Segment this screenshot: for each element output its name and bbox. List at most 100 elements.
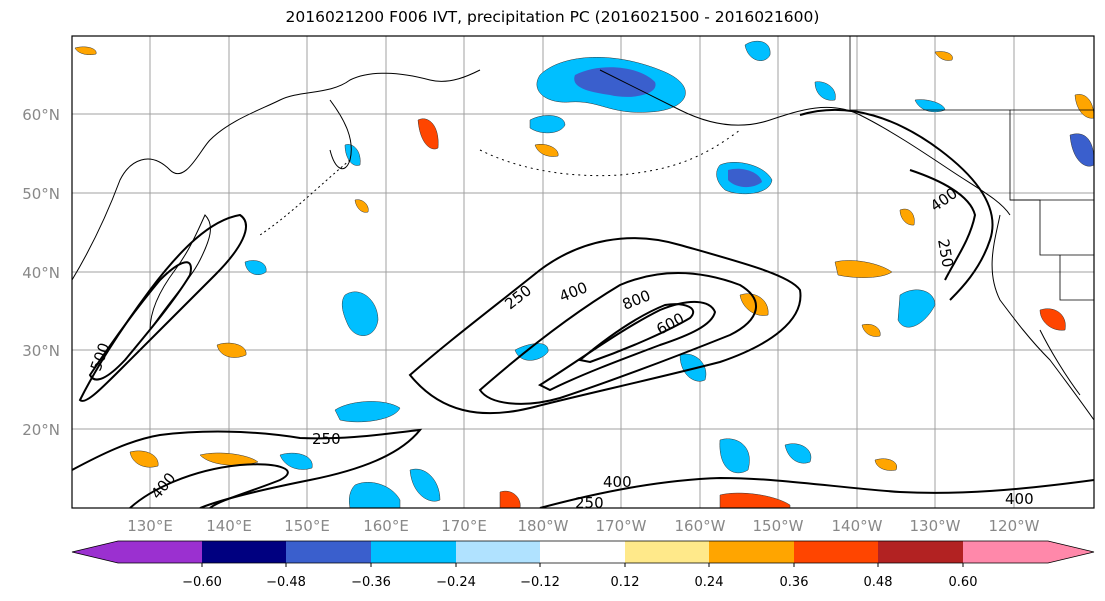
- precip-negative-patch: [279, 452, 313, 470]
- colorbar-segment: [878, 541, 963, 563]
- colorbar-tick-label: 0.36: [780, 575, 809, 590]
- precip-negative-patch: [897, 289, 936, 328]
- asia-coastline: [72, 69, 481, 281]
- colorbar-tick-label: −0.12: [520, 575, 560, 590]
- precip-negative-patch: [719, 438, 750, 474]
- colorbar-tick-label: −0.60: [182, 575, 222, 590]
- ivt-contour-asia-400: [88, 261, 192, 381]
- precip-positive-patch: [216, 342, 247, 358]
- precip-negative-patch: [334, 401, 401, 423]
- lon-label: 130°E: [127, 517, 173, 535]
- precip-positive-patch: [719, 492, 791, 508]
- ivt-contour-250: [408, 237, 802, 415]
- colorbar-extend-high: [1048, 541, 1094, 563]
- precip-positive-patch: [354, 199, 369, 213]
- kamchatka-coastline: [329, 99, 352, 170]
- contour-label: 400: [1005, 490, 1034, 508]
- precip-negative-patch: [728, 168, 762, 188]
- precip-negative-patch: [679, 353, 707, 382]
- precipitation-patches: [74, 40, 1094, 508]
- precip-negative-patch: [348, 482, 401, 508]
- ivt-contour-250-south: [72, 428, 423, 508]
- lon-label: 170°E: [441, 517, 487, 535]
- precip-positive-patch: [874, 458, 898, 471]
- colorbar-segment: [540, 541, 625, 563]
- precip-positive-patch: [834, 260, 893, 278]
- graticule: [72, 36, 1094, 508]
- lon-label: 140°W: [832, 517, 883, 535]
- colorbar-segment: [456, 541, 540, 563]
- coastlines: [72, 69, 1094, 421]
- colorbar-tick-label: 0.12: [611, 575, 640, 590]
- precip-positive-patch: [417, 118, 439, 150]
- precip-positive-patch: [861, 324, 881, 337]
- precip-negative-patch: [409, 468, 441, 502]
- baja-coastline: [1039, 329, 1081, 396]
- contour-label: 250: [312, 430, 341, 448]
- colorbar-segment: [286, 541, 371, 563]
- political-borders: [849, 36, 1094, 301]
- ivt-contour-600: [537, 300, 717, 392]
- colorbar-segment: [202, 541, 286, 563]
- precip-positive-patch: [1039, 308, 1066, 331]
- precip-negative-patch: [514, 343, 549, 361]
- alaska-coastline: [599, 69, 1011, 216]
- ivt-contour-na-250: [799, 108, 994, 301]
- colorbar-outline: [71, 540, 1095, 564]
- lat-label: 50°N: [22, 185, 60, 203]
- lon-label: 150°E: [284, 517, 330, 535]
- lon-label: 160°E: [363, 517, 409, 535]
- lon-label: 160°W: [675, 517, 726, 535]
- precip-positive-patch: [899, 208, 915, 226]
- map-frame: [71, 35, 1095, 509]
- colorbar-extend-low: [72, 541, 118, 563]
- colorbar-tick-label: −0.48: [266, 575, 306, 590]
- na-west-coastline: [991, 214, 1094, 421]
- colorbar-segment: [118, 541, 202, 563]
- ivt-contour-400-south: [129, 463, 289, 508]
- colorbar-segment: [709, 541, 794, 563]
- lon-label: 170°W: [596, 517, 647, 535]
- lat-label: 30°N: [22, 342, 60, 360]
- contour-label: 250: [575, 494, 604, 512]
- colorbar: [71, 540, 1095, 567]
- ivt-contour-800: [577, 303, 695, 364]
- precip-positive-patch: [934, 51, 953, 61]
- precip-negative-patch: [814, 81, 836, 101]
- lat-label: 20°N: [22, 421, 60, 439]
- precip-positive-patch: [199, 452, 259, 466]
- colorbar-segment: [794, 541, 878, 563]
- precip-negative-patch: [784, 443, 812, 464]
- precip-negative-patch: [574, 67, 656, 97]
- lat-label: 60°N: [22, 106, 60, 124]
- contour-label: 400: [603, 473, 632, 491]
- colorbar-tick-label: −0.36: [351, 575, 391, 590]
- precip-negative-patch: [529, 115, 566, 134]
- kuril-chain: [259, 159, 351, 236]
- precip-positive-patch: [534, 144, 559, 157]
- colorbar-tick-label: −0.24: [436, 575, 476, 590]
- colorbar-segment: [371, 541, 456, 563]
- lon-label: 180°W: [518, 517, 569, 535]
- colorbar-segment: [963, 541, 1048, 563]
- colorbar-tick-label: 0.48: [864, 575, 893, 590]
- precip-negative-patch: [244, 260, 267, 275]
- lat-label: 40°N: [22, 264, 60, 282]
- longitude-labels: 130°E 140°E 150°E 160°E 170°E 180°W 170°…: [127, 517, 1039, 535]
- precip-positive-patch: [74, 46, 97, 55]
- contour-label: 250: [934, 238, 957, 269]
- precip-positive-patch: [129, 450, 159, 468]
- lon-label: 130°W: [910, 517, 961, 535]
- figure-title: 2016021200 F006 IVT, precipitation PC (2…: [285, 8, 820, 26]
- colorbar-ticks: −0.60 −0.48 −0.36 −0.24 −0.12 0.12 0.24 …: [182, 575, 977, 590]
- precip-negative-patch: [1069, 133, 1094, 167]
- colorbar-tick-label: 0.60: [949, 575, 978, 590]
- precip-negative-patch: [744, 40, 771, 61]
- ivt-contours: [72, 108, 1094, 508]
- ivt-contour-na-400: [909, 169, 977, 281]
- lon-label: 150°W: [753, 517, 804, 535]
- precip-positive-patch: [499, 490, 521, 508]
- colorbar-tick-label: 0.24: [695, 575, 724, 590]
- precip-negative-patch: [341, 291, 379, 336]
